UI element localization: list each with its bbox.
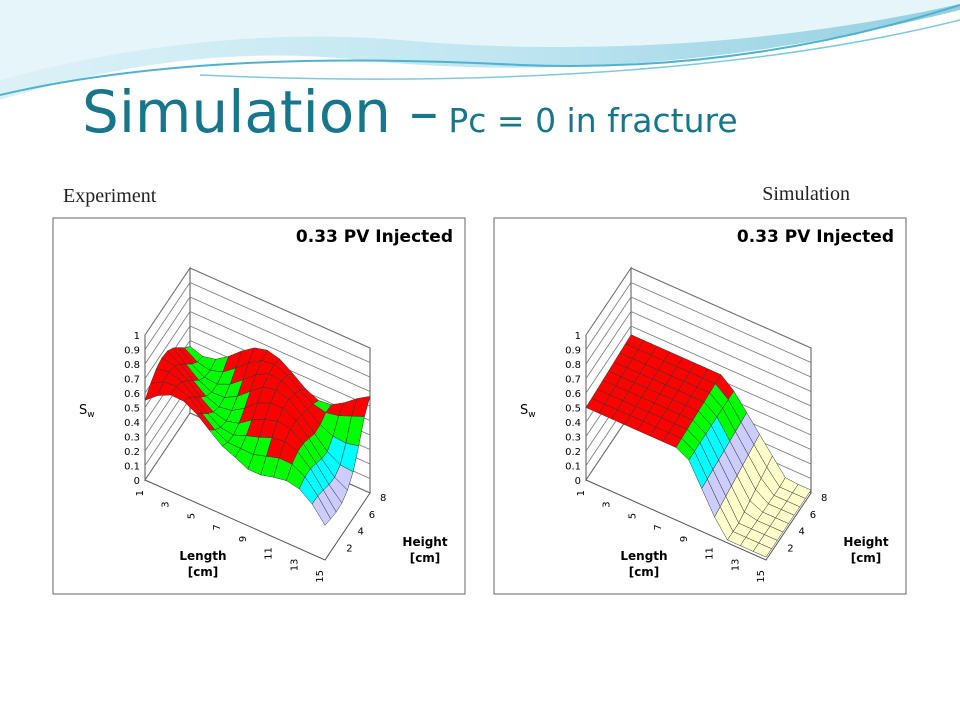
length-tick-label: 1 (135, 490, 146, 496)
length-tick-label: 13 (289, 559, 300, 572)
height-tick-label: 6 (810, 510, 816, 521)
grid-line (144, 267, 371, 349)
length-tick-label: 11 (705, 547, 716, 560)
height-axis-label: Height (402, 535, 447, 549)
z-label-sub: w (528, 410, 535, 420)
grid-line (585, 281, 812, 363)
height-axis-label: [cm] (410, 551, 441, 565)
height-tick-label: 8 (821, 493, 827, 504)
length-tick-label: 5 (186, 513, 197, 519)
z-tick-label: 0 (575, 476, 581, 487)
grid-line (585, 267, 812, 349)
z-tick-label: 0 (134, 476, 140, 487)
panel-caption: Simulation (762, 183, 850, 205)
height-axis-label: Height (843, 535, 888, 549)
z-tick-label: 0.3 (124, 433, 140, 444)
length-tick-label: 15 (756, 570, 767, 583)
height-tick-label: 6 (369, 510, 375, 521)
panel-caption: Experiment (63, 185, 157, 207)
z-tick-label: 0.7 (124, 375, 140, 386)
length-tick-label: 11 (264, 547, 275, 560)
z-tick-label: 0.1 (124, 462, 140, 473)
length-tick-label: 15 (315, 570, 326, 583)
height-axis-label: [cm] (851, 551, 882, 565)
z-tick-label: 1 (575, 331, 581, 342)
z-axis-label: Sw (79, 403, 95, 420)
z-axis-label: Sw (520, 403, 536, 420)
length-axis-label: Length (620, 549, 667, 563)
length-tick-label: 9 (238, 536, 249, 542)
z-tick-label: 0.3 (565, 433, 581, 444)
grid-line (585, 296, 812, 378)
z-tick-label: 0.7 (565, 375, 581, 386)
length-tick-label: 3 (602, 501, 613, 507)
height-tick-label: 4 (799, 527, 805, 538)
height-tick-label: 2 (787, 543, 793, 554)
surface-plot: 0.33 PV Injected 0 0.1 0.2 0.3 0.4 0.5 0.6 0.7 0.… (493, 217, 907, 595)
grid-line (144, 296, 371, 378)
z-tick-label: 0.6 (124, 389, 140, 400)
z-tick-label: 0.5 (124, 404, 140, 415)
length-axis-label: [cm] (188, 565, 219, 579)
height-tick-label: 2 (346, 543, 352, 554)
z-label-sub: w (87, 410, 94, 420)
grid-line (144, 310, 371, 392)
z-tick-label: 0.4 (565, 418, 581, 429)
z-tick-label: 0.4 (124, 418, 140, 429)
slide-title: Simulation – Pc = 0 in fracture (82, 78, 738, 146)
length-tick-label: 13 (730, 559, 741, 572)
surface-cell (311, 495, 331, 526)
z-tick-label: 0.2 (565, 447, 581, 458)
length-tick-label: 1 (576, 490, 587, 496)
z-label-main: S (79, 403, 87, 418)
length-tick-label: 9 (679, 536, 690, 542)
length-tick-label: 7 (212, 524, 223, 530)
plot-title: 0.33 PV Injected (737, 227, 894, 247)
height-tick-label: 4 (358, 527, 364, 538)
length-tick-label: 3 (161, 501, 172, 507)
grid-line (144, 281, 371, 363)
header-swoosh (0, 0, 960, 100)
length-axis-label: [cm] (629, 565, 660, 579)
z-tick-label: 0.8 (565, 360, 581, 371)
grid-line (585, 325, 812, 407)
z-tick-label: 0.9 (124, 346, 140, 357)
z-tick-label: 0.6 (565, 389, 581, 400)
height-tick-label: 8 (380, 493, 386, 504)
surface-cell (752, 542, 772, 558)
plot-title: 0.33 PV Injected (296, 227, 453, 247)
length-axis-label: Length (179, 549, 226, 563)
z-tick-label: 0.1 (565, 462, 581, 473)
length-tick-label: 7 (653, 524, 664, 530)
z-tick-label: 0.2 (124, 447, 140, 458)
z-tick-label: 0.5 (565, 404, 581, 415)
z-tick-label: 1 (134, 331, 140, 342)
z-tick-label: 0.9 (565, 346, 581, 357)
z-label-main: S (520, 403, 528, 418)
z-tick-label: 0.8 (124, 360, 140, 371)
grid-line (585, 310, 812, 392)
surface-plot: 0.33 PV Injected 0 0.1 0.2 0.3 0.4 0.5 0.6 0.7 0.… (52, 217, 466, 595)
length-tick-label: 5 (627, 513, 638, 519)
